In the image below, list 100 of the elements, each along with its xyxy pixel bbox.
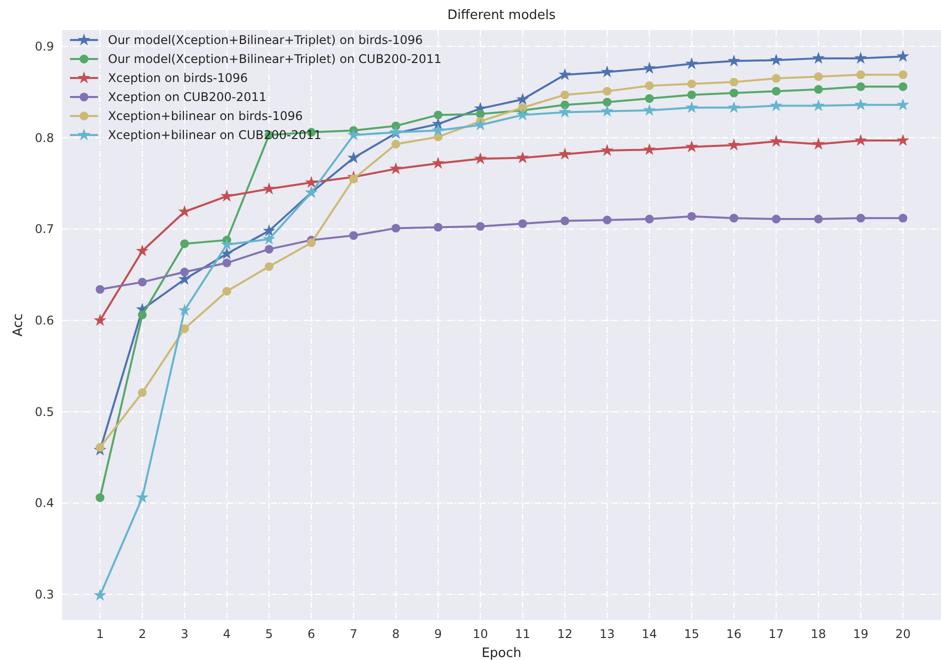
point (730, 78, 738, 86)
point (516, 151, 529, 164)
point (896, 134, 910, 146)
point (347, 128, 360, 140)
y-tick-label: 0.9 (34, 39, 54, 54)
point (136, 490, 149, 504)
legend-label: Our model(Xception+Bilinear+Triplet) on CUB200-2011 (108, 52, 442, 66)
point (474, 118, 487, 130)
point (96, 443, 104, 452)
x-tick-label: 8 (392, 627, 400, 641)
point (222, 258, 232, 268)
point (600, 144, 614, 156)
point (812, 99, 825, 112)
point (645, 94, 654, 103)
point (349, 231, 358, 240)
point (262, 182, 276, 194)
point (600, 104, 614, 117)
point (814, 85, 823, 94)
point (432, 156, 444, 169)
point (560, 100, 570, 110)
point (96, 493, 104, 502)
point (854, 52, 868, 64)
point (434, 110, 442, 120)
x-axis-title: Epoch (482, 646, 522, 660)
y-axis-title: Acc (11, 314, 26, 336)
point (600, 65, 614, 78)
point (262, 224, 276, 236)
x-tick-label: 4 (222, 627, 231, 641)
point (390, 162, 402, 174)
point (687, 90, 696, 100)
point (96, 285, 104, 294)
chart-title: Different models (447, 8, 556, 23)
point (138, 388, 147, 397)
point (434, 222, 442, 232)
point (474, 152, 487, 164)
point (854, 134, 868, 146)
point (262, 232, 276, 245)
point (518, 219, 527, 228)
x-tick-label: 1 (96, 627, 104, 641)
point (643, 104, 656, 116)
point (264, 262, 274, 271)
point (645, 214, 654, 224)
y-tick-label: 0.5 (34, 404, 54, 419)
x-tick-label: 17 (768, 627, 784, 641)
x-tick-label: 13 (600, 627, 615, 641)
point (898, 214, 908, 223)
y-tick-label: 0.4 (34, 496, 54, 510)
point (518, 103, 527, 112)
point (643, 62, 656, 74)
y-tick-label: 0.8 (34, 130, 54, 145)
point (138, 278, 147, 286)
legend-label: Xception on birds-1096 (108, 71, 248, 85)
point (432, 124, 444, 136)
point (814, 72, 823, 81)
point (728, 54, 740, 66)
x-tick-label: 6 (308, 627, 316, 641)
point (898, 70, 908, 80)
point (220, 190, 234, 202)
point (602, 98, 612, 107)
point (476, 110, 485, 118)
point (856, 70, 866, 80)
point (516, 108, 529, 120)
point (602, 216, 612, 224)
point (643, 142, 656, 156)
point (222, 286, 232, 296)
x-tick-label: 5 (265, 627, 273, 641)
x-tick-label: 11 (514, 627, 530, 641)
point (560, 216, 570, 226)
point (685, 140, 698, 152)
x-tick-label: 19 (853, 627, 868, 641)
point (94, 588, 106, 601)
x-tick-label: 12 (557, 627, 573, 641)
point (812, 52, 825, 64)
point (94, 314, 106, 326)
point (602, 86, 612, 96)
y-tick-label: 0.3 (34, 587, 54, 602)
point (770, 53, 783, 66)
x-tick-label: 3 (180, 627, 188, 641)
point (728, 138, 740, 150)
point (814, 214, 823, 224)
point (136, 244, 149, 256)
point (220, 247, 234, 260)
point (516, 92, 529, 105)
point (730, 214, 738, 223)
point (772, 214, 781, 224)
y-tick-label: 0.6 (34, 313, 54, 328)
point (687, 212, 696, 221)
x-tick-label: 20 (895, 627, 911, 641)
x-tick-label: 18 (810, 627, 826, 641)
point (896, 98, 910, 110)
point (558, 148, 572, 160)
point (138, 310, 147, 320)
legend-label: Xception on CUB200-2011 (108, 90, 267, 104)
point (770, 134, 783, 147)
point (856, 82, 866, 91)
x-tick-label: 10 (472, 627, 488, 641)
point (220, 238, 234, 250)
x-tick-label: 2 (138, 627, 146, 641)
y-tick-label: 0.7 (34, 222, 54, 236)
point (347, 151, 360, 164)
